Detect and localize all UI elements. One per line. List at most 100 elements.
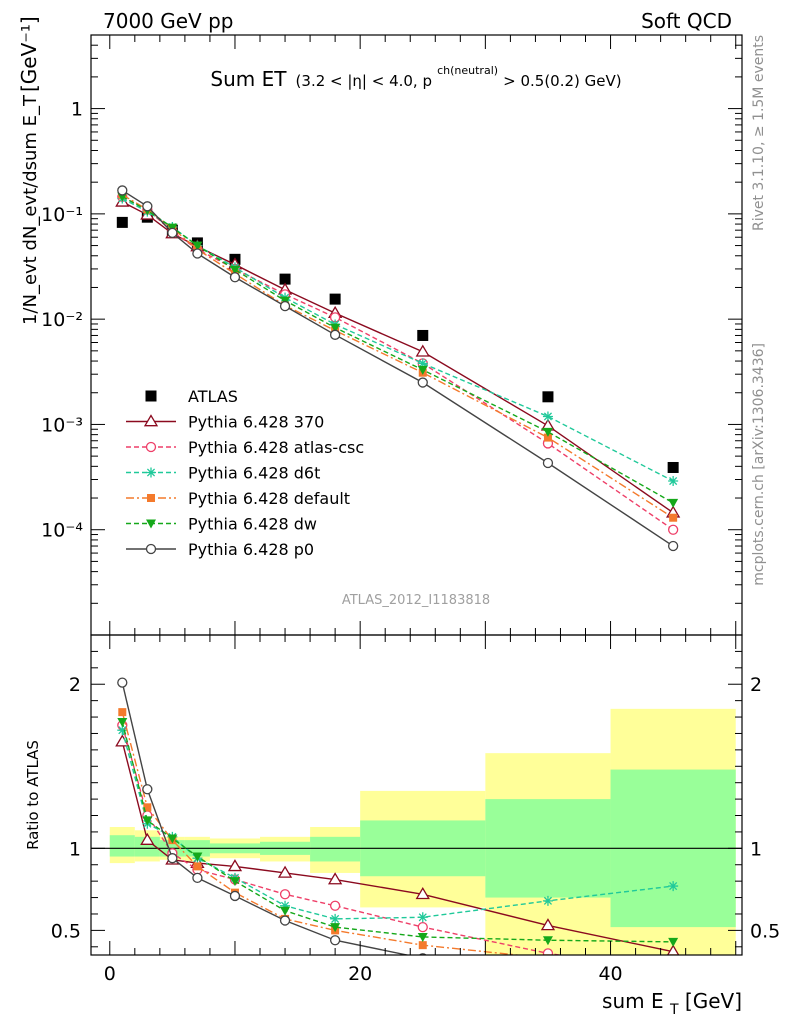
ratio-y-axis-label: Ratio to ATLAS xyxy=(24,740,42,850)
ratio-data-point xyxy=(117,677,128,688)
main-plot: 1 10⁻¹ 10⁻² 10⁻³ 10⁻⁴ Sum ET (3.2 < |η| < 4.… xyxy=(17,16,743,636)
x-axis-label: sum E T [GeV] xyxy=(602,989,742,1019)
ratio-data-point xyxy=(280,900,291,911)
ratio-series-line xyxy=(121,725,565,955)
data-point xyxy=(542,411,553,422)
side-text-mcplots: mcplots.cern.ch [arXiv:1306.3436] xyxy=(751,343,767,586)
legend-marker xyxy=(143,414,159,427)
legend-label: Pythia 6.428 atlas-csc xyxy=(188,438,364,457)
uncertainty-band-inner xyxy=(134,836,160,857)
ratio-data-point xyxy=(542,936,553,946)
data-point xyxy=(542,427,553,437)
ratio-data-point xyxy=(280,906,291,916)
x-tick-label: 20 xyxy=(348,963,372,985)
legend-marker xyxy=(147,494,155,502)
data-point xyxy=(279,273,291,285)
data-point xyxy=(542,391,554,403)
plot-subtitle: (3.2 < |η| < 4.0, p xyxy=(296,72,432,90)
data-point xyxy=(192,248,203,259)
ratio-data-point xyxy=(330,923,341,933)
ratio-series-line xyxy=(121,682,411,955)
side-text-rivet: Rivet 3.1.10, ≥ 1.5M events xyxy=(751,35,767,231)
legend-marker xyxy=(145,543,157,555)
data-point xyxy=(667,540,679,552)
legend-entry: Pythia 6.428 atlas-csc xyxy=(126,438,364,457)
data-point xyxy=(668,476,679,487)
ratio-data-point xyxy=(142,784,153,795)
data-point xyxy=(142,201,153,212)
ratio-data-point xyxy=(140,832,155,845)
ratio-data-point xyxy=(417,932,428,942)
ratio-data-point xyxy=(329,935,341,946)
legend-label: ATLAS xyxy=(188,387,238,406)
data-point xyxy=(417,329,429,341)
ratio-data-point xyxy=(143,803,152,812)
legend-marker xyxy=(146,467,156,478)
header-right: Soft QCD xyxy=(641,9,732,33)
ratio-data-point xyxy=(227,859,243,872)
legend-entry: ATLAS xyxy=(145,387,238,406)
ratio-y-tick-label-right: 2 xyxy=(750,674,762,696)
ratio-data-point xyxy=(417,921,428,933)
legend-entry: Pythia 6.428 d6t xyxy=(126,464,320,483)
data-point xyxy=(542,457,554,469)
data-point xyxy=(117,185,128,196)
ratio-data-point xyxy=(669,977,678,986)
data-point xyxy=(667,461,679,473)
main-y-axis-label-fraction: 1/N_evt dN_evt/dsum E_T xyxy=(20,94,41,325)
data-point xyxy=(417,358,428,369)
legend-label: Pythia 6.428 dw xyxy=(188,515,317,534)
ratio-data-point xyxy=(229,890,241,902)
watermark: ATLAS_2012_I1183818 xyxy=(342,593,490,608)
x-tick-label: 0 xyxy=(104,963,116,985)
plot-subtitle-tail: > 0.5(0.2) GeV) xyxy=(503,72,621,90)
ratio-data-point xyxy=(118,708,127,717)
ratio-series-5 xyxy=(117,677,678,986)
ratio-data-point xyxy=(327,872,343,885)
ratio-data-point xyxy=(543,967,552,976)
legend-label: Pythia 6.428 default xyxy=(188,489,350,508)
plot-subtitle-sup: ch(neutral) xyxy=(437,64,498,77)
ratio-plot-frame xyxy=(90,634,743,956)
legend-label: Pythia 6.428 370 xyxy=(188,413,324,432)
ratio-data-point xyxy=(329,900,341,911)
x-axis-label-main: sum E xyxy=(602,989,664,1013)
ratio-data-point xyxy=(279,915,291,926)
series-line xyxy=(121,201,674,514)
y-tick-label: 10⁻² xyxy=(41,309,83,331)
legend-marker xyxy=(145,441,157,453)
series-line xyxy=(121,189,674,547)
main-y-axis-label: 1/N_evt dN_evt/dsum E_T [GeV⁻¹] xyxy=(17,16,41,325)
ratio-data-point xyxy=(668,937,679,947)
main-y-axis-label-unit: [GeV⁻¹] xyxy=(17,16,41,92)
ratio-data-point xyxy=(330,913,341,924)
ratio-y-tick-label-right: 1 xyxy=(750,838,762,860)
ratio-series-4 xyxy=(117,717,679,947)
ratio-data-point xyxy=(277,865,293,878)
ratio-data-point xyxy=(142,816,153,826)
data-point xyxy=(229,265,240,275)
legend-entry: Pythia 6.428 dw xyxy=(126,515,317,534)
ratio-data-point xyxy=(542,948,554,955)
ratio-y-tick-label: 2 xyxy=(69,674,81,696)
ratio-data-point xyxy=(669,967,678,976)
ratio-data-point xyxy=(417,912,428,923)
ratio-data-point xyxy=(167,853,178,864)
plot-title: Sum ET (3.2 < |η| < 4.0, p ch(neutral) >… xyxy=(210,59,621,91)
data-point xyxy=(330,323,341,333)
ratio-data-point xyxy=(229,877,240,887)
data-point xyxy=(329,293,341,305)
ratio-data-point xyxy=(418,941,427,950)
data-point xyxy=(417,377,428,388)
ratio-series-line xyxy=(121,729,674,920)
ratio-y-tick-label-right: 0.5 xyxy=(750,920,780,942)
ratio-data-point xyxy=(540,918,556,931)
data-point xyxy=(543,433,552,442)
y-tick-label: 10⁻³ xyxy=(41,414,83,436)
ratio-data-point xyxy=(192,852,203,862)
legend-entry: Pythia 6.428 p0 xyxy=(126,540,314,559)
ratio-data-point xyxy=(193,862,202,871)
y-tick-label: 10⁻¹ xyxy=(41,204,83,226)
ratio-data-point xyxy=(668,881,679,892)
